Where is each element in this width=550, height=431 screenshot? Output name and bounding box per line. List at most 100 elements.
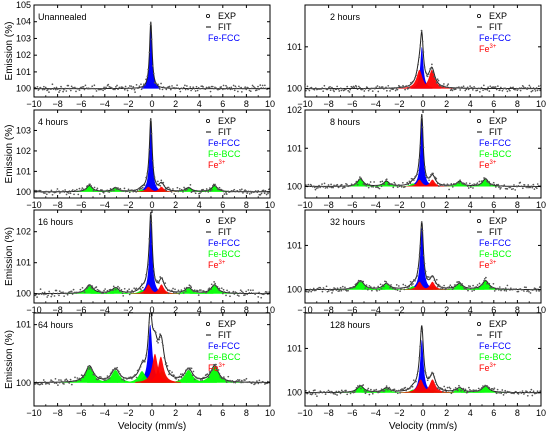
component-fe-bcc xyxy=(167,187,210,192)
component-fe3- xyxy=(141,356,181,383)
x-tick-label: −8 xyxy=(323,99,333,109)
x-tick-label: 2 xyxy=(444,200,449,210)
data-point xyxy=(414,279,416,282)
data-point xyxy=(59,192,61,194)
data-point xyxy=(158,86,161,89)
data-point xyxy=(38,293,40,295)
data-point xyxy=(438,285,441,287)
data-point xyxy=(102,292,104,294)
data-point xyxy=(130,85,133,88)
data-point xyxy=(89,366,91,369)
data-point xyxy=(222,292,224,295)
y-axis-label: Emission (%) xyxy=(4,22,15,81)
data-point xyxy=(473,85,475,88)
x-tick-label: 0 xyxy=(420,305,425,315)
data-point xyxy=(374,184,377,187)
data-point xyxy=(65,378,68,381)
data-point xyxy=(165,88,168,91)
data-point xyxy=(409,182,412,185)
data-point xyxy=(351,86,354,89)
data-point xyxy=(532,288,535,291)
data-point xyxy=(183,186,185,189)
data-point xyxy=(99,290,101,293)
x-tick-label: 4 xyxy=(468,408,473,418)
data-point xyxy=(260,192,263,195)
data-point xyxy=(451,186,454,188)
data-point xyxy=(89,87,91,90)
data-point xyxy=(141,86,144,88)
data-point xyxy=(434,381,437,383)
data-point xyxy=(114,288,117,291)
data-point xyxy=(446,84,449,87)
data-point xyxy=(456,86,458,89)
data-point xyxy=(419,245,422,247)
data-point xyxy=(74,376,76,379)
data-point xyxy=(146,75,149,78)
data-point xyxy=(332,89,335,91)
data-point xyxy=(440,287,442,290)
data-point xyxy=(337,186,340,189)
data-point xyxy=(421,229,424,232)
data-point xyxy=(240,91,243,93)
data-point xyxy=(106,189,109,192)
data-point xyxy=(382,285,385,288)
data-point xyxy=(240,190,242,193)
data-point xyxy=(90,185,93,187)
data-point xyxy=(110,189,113,192)
data-point xyxy=(97,377,100,380)
data-point xyxy=(225,379,227,382)
data-point xyxy=(140,88,143,91)
data-point xyxy=(104,377,106,380)
data-point xyxy=(408,180,411,183)
component-fe-bcc xyxy=(434,388,485,393)
data-point xyxy=(381,86,384,88)
x-tick-label: −6 xyxy=(347,200,357,210)
data-point xyxy=(41,383,44,385)
data-point xyxy=(55,86,58,89)
data-point xyxy=(444,388,447,391)
data-point xyxy=(60,85,62,88)
data-point xyxy=(510,287,512,290)
data-point xyxy=(356,183,359,186)
legend-label: Fe3+ xyxy=(479,260,497,270)
data-point xyxy=(214,183,216,186)
data-point xyxy=(84,288,87,291)
data-point xyxy=(262,87,265,89)
data-point xyxy=(505,88,508,90)
data-point xyxy=(372,186,375,188)
data-point xyxy=(448,188,450,191)
data-point xyxy=(316,395,318,398)
data-point xyxy=(521,390,524,392)
data-point xyxy=(135,83,138,86)
data-point xyxy=(402,388,404,391)
data-point xyxy=(469,388,471,391)
data-point xyxy=(530,185,533,188)
data-point xyxy=(446,183,449,186)
data-point xyxy=(51,83,54,86)
data-point xyxy=(87,365,89,368)
data-point xyxy=(430,67,432,70)
data-point xyxy=(199,379,202,381)
data-point xyxy=(246,293,249,296)
legend-exp-marker xyxy=(476,13,481,18)
y-tick-label: 102 xyxy=(16,50,31,60)
data-point xyxy=(340,289,343,292)
data-point xyxy=(169,88,172,91)
data-point xyxy=(438,185,440,187)
data-point xyxy=(381,284,384,287)
legend-label: Fe3+ xyxy=(208,160,226,170)
component-fe3- xyxy=(143,186,180,192)
y-tick-label: 100 xyxy=(16,378,31,388)
data-point xyxy=(134,373,136,376)
data-point xyxy=(187,286,190,289)
data-point xyxy=(355,282,358,285)
data-point xyxy=(322,186,325,188)
data-point xyxy=(180,188,183,191)
x-tick-label: 6 xyxy=(491,408,496,418)
x-tick-label: −8 xyxy=(52,305,62,315)
data-point xyxy=(100,292,103,294)
data-point xyxy=(396,289,399,292)
data-point xyxy=(461,86,464,89)
panel-label: 32 hours xyxy=(330,217,366,227)
data-point xyxy=(313,186,316,189)
